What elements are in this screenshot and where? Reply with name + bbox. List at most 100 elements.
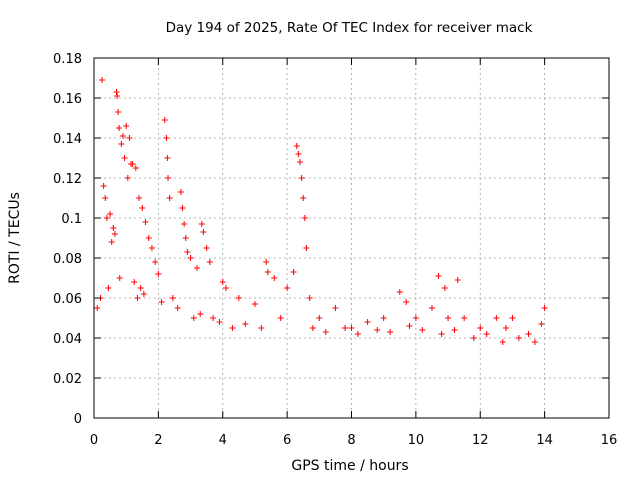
data-point: [541, 305, 548, 311]
data-point: [229, 325, 236, 331]
y-axis-label: ROTI / TECUs: [7, 192, 23, 284]
data-point: [179, 205, 186, 211]
x-tick-label: 10: [408, 433, 425, 448]
y-tick-label: 0.02: [53, 372, 82, 387]
data-point: [406, 323, 413, 329]
y-tick-label: 0.06: [53, 292, 82, 307]
data-point: [111, 231, 118, 237]
data-point: [303, 245, 310, 251]
data-point: [148, 245, 155, 251]
data-point: [129, 161, 136, 167]
y-tick-label: 0.12: [53, 172, 82, 187]
y-tick-label: 0.16: [53, 92, 82, 107]
data-point: [184, 249, 191, 255]
data-point: [301, 215, 308, 221]
y-tick-label: 0.04: [53, 332, 82, 347]
data-point: [354, 331, 361, 337]
data-point: [348, 325, 355, 331]
data-point: [293, 143, 300, 149]
data-point: [107, 211, 114, 217]
data-point: [140, 291, 147, 297]
data-point: [222, 285, 229, 291]
data-point: [177, 189, 184, 195]
data-point: [131, 279, 138, 285]
data-point: [161, 117, 168, 123]
data-point: [210, 315, 217, 321]
x-tick-label: 2: [154, 433, 162, 448]
data-point: [119, 133, 126, 139]
data-point: [124, 175, 131, 181]
data-point: [316, 315, 323, 321]
data-point: [142, 219, 149, 225]
data-point: [290, 269, 297, 275]
data-point: [174, 305, 181, 311]
data-point: [322, 329, 329, 335]
data-point: [435, 273, 442, 279]
data-point: [251, 301, 258, 307]
data-point: [194, 265, 200, 271]
data-point: [441, 285, 448, 291]
y-tick-labels: 0 0.02 0.04 0.06 0.08 0.1 0.12 0.14 0.16 0.18: [53, 52, 82, 427]
data-point: [306, 295, 313, 301]
data-point: [103, 215, 110, 221]
x-tick-label: 6: [283, 433, 291, 448]
data-point: [332, 305, 339, 311]
data-point: [139, 205, 146, 211]
x-tick-label: 12: [472, 433, 489, 448]
data-point: [454, 277, 461, 283]
y-tick-label: 0: [74, 412, 82, 427]
data-point: [297, 159, 303, 165]
data-point: [284, 285, 291, 291]
chart-title: Day 194 of 2025, Rate Of TEC Index for r…: [166, 20, 533, 36]
data-point: [264, 269, 271, 275]
x-tick-label: 14: [536, 433, 553, 448]
data-point: [158, 299, 165, 305]
data-point: [461, 315, 468, 321]
data-point: [525, 331, 532, 337]
data-point: [116, 275, 123, 281]
data-point: [123, 123, 130, 129]
data-point: [203, 245, 210, 251]
data-point: [380, 315, 387, 321]
data-point: [118, 141, 125, 147]
data-point: [114, 93, 121, 99]
data-point: [166, 195, 173, 201]
data-point: [132, 165, 139, 171]
data-point: [152, 259, 159, 265]
data-point: [451, 327, 458, 333]
data-point: [216, 319, 223, 325]
data-point: [165, 175, 172, 181]
data-point: [169, 295, 176, 301]
data-point: [419, 327, 426, 333]
x-tick-label: 4: [219, 433, 227, 448]
data-point: [235, 295, 242, 301]
data-point: [187, 255, 194, 261]
data-point: [263, 259, 270, 265]
data-point: [509, 315, 516, 321]
data-point: [100, 183, 107, 189]
data-point: [105, 285, 112, 291]
data-point: [387, 329, 394, 335]
data-point: [94, 305, 101, 311]
data-point: [121, 155, 128, 161]
data-point: [163, 135, 170, 141]
data-point: [271, 275, 278, 281]
data-point: [503, 325, 509, 331]
data-point: [300, 195, 307, 201]
data-point: [493, 315, 500, 321]
data-point: [499, 339, 506, 345]
axis-ticks: [93, 57, 610, 419]
data-point: [298, 175, 305, 181]
data-point: [309, 325, 316, 331]
data-point: [364, 319, 371, 325]
data-point: [137, 285, 144, 291]
data-point: [396, 289, 403, 295]
data-point: [126, 135, 133, 141]
data-point: [99, 77, 106, 83]
data-point: [136, 195, 143, 201]
data-points: [94, 77, 548, 345]
data-point: [412, 315, 419, 321]
data-point: [181, 221, 188, 227]
data-point: [277, 315, 284, 321]
